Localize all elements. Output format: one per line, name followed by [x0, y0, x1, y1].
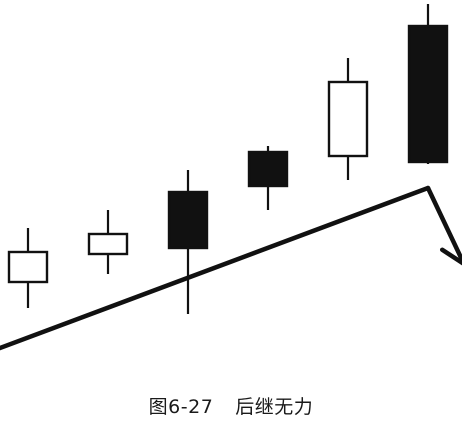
figure-title: 后继无力 [235, 396, 314, 418]
candle-6 [407, 4, 449, 164]
figure-caption: 图6-27 后继无力 [0, 392, 462, 419]
candle-2 [87, 210, 129, 274]
candle-body [167, 190, 209, 250]
candle-3 [167, 170, 209, 314]
candle-body [7, 250, 49, 284]
figure-number: 图6-27 [148, 396, 214, 418]
reversal-arrowhead-icon [439, 247, 462, 266]
candle-body [327, 80, 369, 158]
candle-4 [247, 146, 289, 210]
trend-line [0, 185, 431, 351]
candle-body [247, 150, 289, 188]
candle-5 [327, 58, 369, 180]
candles-group [7, 4, 449, 314]
reversal-arrow-shaft [425, 185, 462, 266]
candle-1 [7, 228, 49, 308]
trend-group [0, 185, 462, 351]
candle-body [87, 232, 129, 256]
candle-body [407, 24, 449, 164]
